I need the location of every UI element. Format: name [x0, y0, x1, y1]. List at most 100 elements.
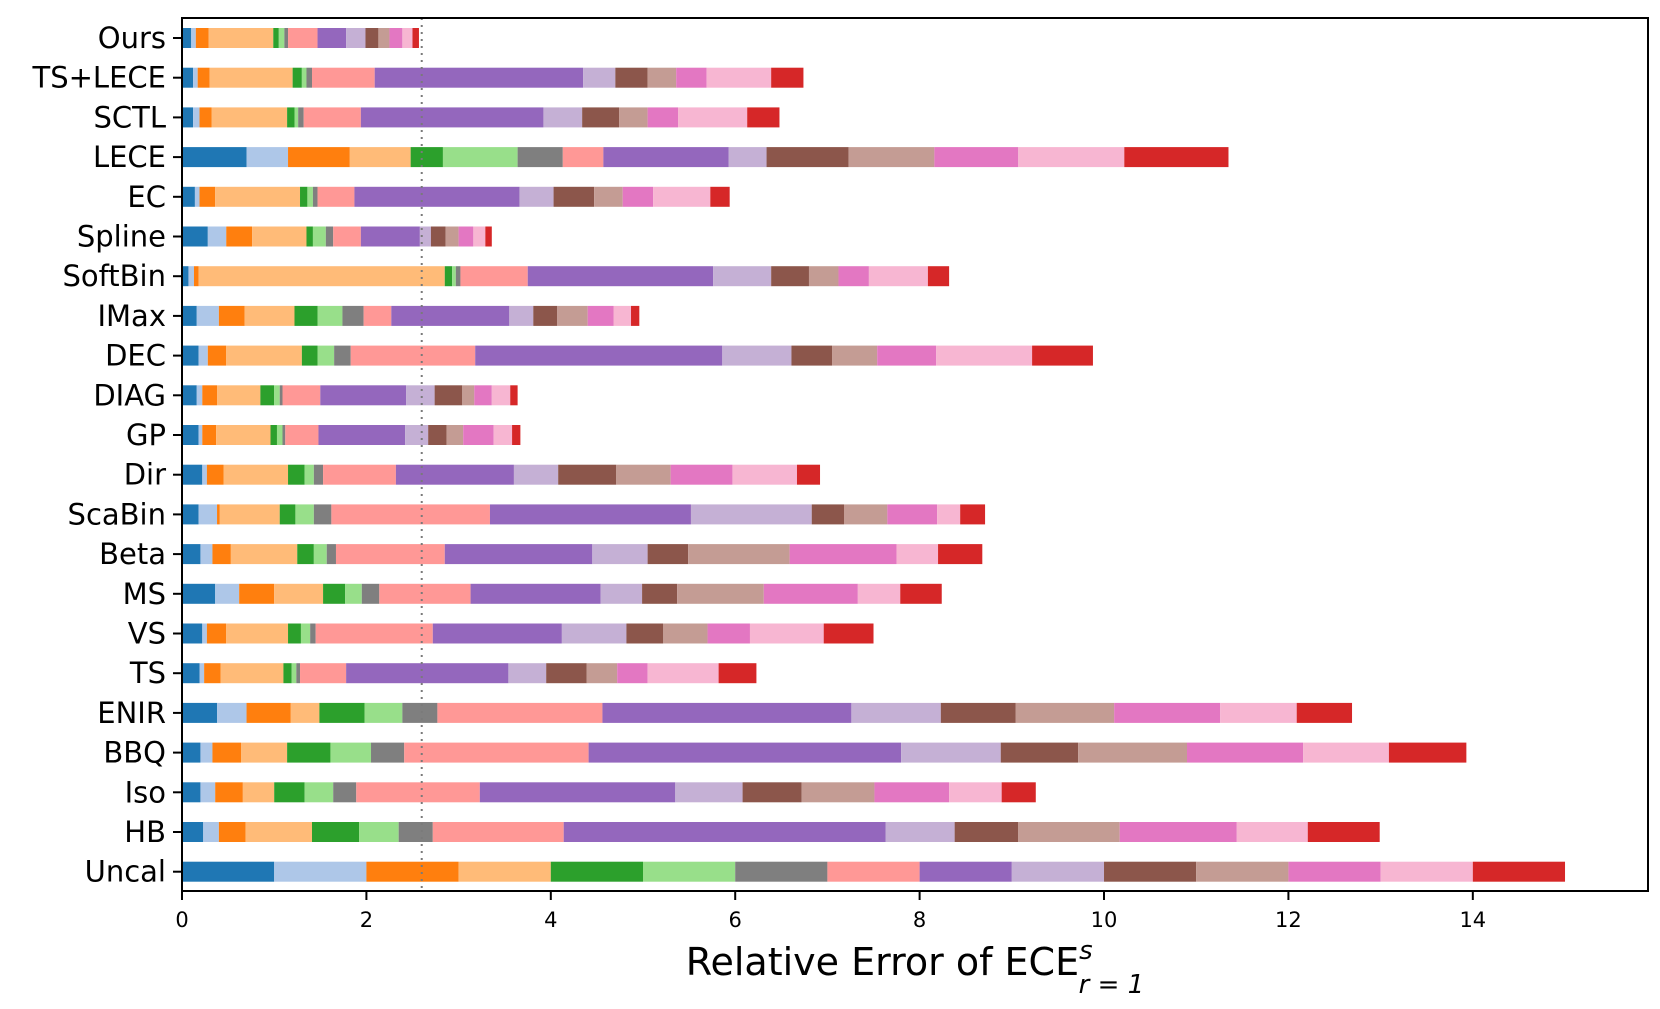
bar-segment: [602, 702, 852, 723]
y-tick-label: HB: [124, 815, 166, 849]
bar-segment: [690, 504, 812, 525]
bar-segment: [310, 623, 316, 644]
bar-segment: [294, 305, 318, 326]
bar-segment: [405, 425, 429, 445]
y-tick-label: MS: [123, 577, 166, 611]
bar-segment: [273, 28, 279, 48]
bar-segment: [844, 504, 888, 525]
y-tick-label: GP: [126, 418, 166, 452]
bar-segment: [333, 782, 357, 803]
bar-segment: [296, 663, 301, 684]
bar-segment: [182, 623, 203, 644]
bar-segment: [1018, 822, 1120, 842]
bar-segment: [274, 385, 280, 406]
bar-segment: [204, 663, 221, 684]
bar-segment: [182, 107, 194, 128]
bar-segment: [1307, 822, 1380, 842]
bar-segment: [763, 583, 858, 604]
bar-segment: [615, 67, 648, 88]
bar-segment: [323, 583, 346, 604]
bar-segment: [479, 782, 676, 803]
bar-segment: [182, 28, 192, 48]
x-axis-title-subscript: r = 1: [1079, 970, 1145, 1000]
bar-segment: [300, 623, 311, 644]
bar-segment: [509, 305, 534, 326]
bar-segment: [960, 504, 986, 525]
bar-segment: [434, 385, 463, 406]
bar-segment: [193, 107, 200, 128]
bar-segment: [182, 305, 197, 326]
bar-segment: [643, 861, 736, 882]
bar-segment: [182, 147, 247, 168]
bar-segment: [345, 583, 362, 604]
bar-segment: [223, 464, 289, 485]
bar-segment: [583, 67, 616, 88]
bar-segment: [462, 385, 475, 406]
y-tick-label: TS+LECE: [32, 61, 166, 95]
bar-segment: [295, 504, 314, 525]
bar-segment: [1186, 742, 1304, 763]
y-tick-label: Beta: [99, 537, 166, 571]
bar-segment: [242, 782, 275, 803]
bar-segment: [220, 663, 284, 684]
bar-segment: [365, 28, 379, 48]
bar-segment: [199, 107, 212, 128]
bar-segment: [678, 107, 748, 128]
bar-segment: [622, 186, 654, 207]
bar-segment: [218, 305, 245, 326]
bar-segment: [292, 67, 302, 88]
bar-segment: [312, 67, 375, 88]
bar-segment: [463, 425, 494, 445]
bar-segment: [588, 742, 902, 763]
bar-segment: [517, 147, 563, 168]
bar-segment: [550, 861, 644, 882]
bar-segment: [350, 345, 476, 366]
bar-segment: [284, 28, 289, 48]
bar-segment: [182, 782, 201, 803]
bar-segment: [245, 822, 313, 842]
bar-segment: [246, 147, 289, 168]
bar-segment: [215, 782, 243, 803]
bar-segment: [887, 504, 938, 525]
y-axis: Ours TS+LECE SCTL LECE EC Spline SoftBin IMax DE…: [32, 21, 182, 889]
bar-segment: [460, 266, 528, 287]
y-tick-label: LECE: [93, 140, 166, 174]
bar-segment: [315, 623, 433, 644]
x-tick-label: 12: [1275, 908, 1302, 932]
y-tick-label: TS: [129, 656, 166, 690]
bar-segment: [208, 28, 274, 48]
x-tick-label: 0: [175, 908, 188, 932]
bar-segment: [312, 186, 318, 207]
bar-segment: [196, 385, 203, 406]
y-tick-label: Spline: [77, 220, 166, 254]
bar-segment: [246, 702, 291, 723]
bar-segment: [366, 861, 459, 882]
y-tick-label: Ours: [98, 21, 166, 55]
bar-segment: [771, 266, 809, 287]
bar-segment: [276, 425, 283, 445]
bar-segment: [279, 385, 283, 406]
bar-segment: [1388, 742, 1467, 763]
bar-segment: [334, 345, 351, 366]
bar-segment: [562, 147, 604, 168]
bar-segment: [354, 186, 520, 207]
y-tick-label: EC: [127, 180, 166, 214]
bar-segment: [349, 147, 411, 168]
bar-segment: [617, 663, 648, 684]
bar-segment: [317, 28, 347, 48]
bars-layer: [182, 28, 1566, 882]
bar-segment: [304, 464, 314, 485]
bar-segment: [206, 623, 227, 644]
bar-segment: [360, 107, 544, 128]
bar-segment: [317, 305, 343, 326]
bar-segment: [619, 107, 648, 128]
bar-segment: [202, 385, 218, 406]
bar-segment: [198, 345, 208, 366]
bar-segment: [215, 186, 301, 207]
bar-segment: [207, 226, 227, 247]
bar-segment: [317, 345, 335, 366]
bar-segment: [182, 504, 199, 525]
bar-segment: [1000, 742, 1079, 763]
bar-segment: [808, 266, 839, 287]
bar-segment: [766, 147, 849, 168]
